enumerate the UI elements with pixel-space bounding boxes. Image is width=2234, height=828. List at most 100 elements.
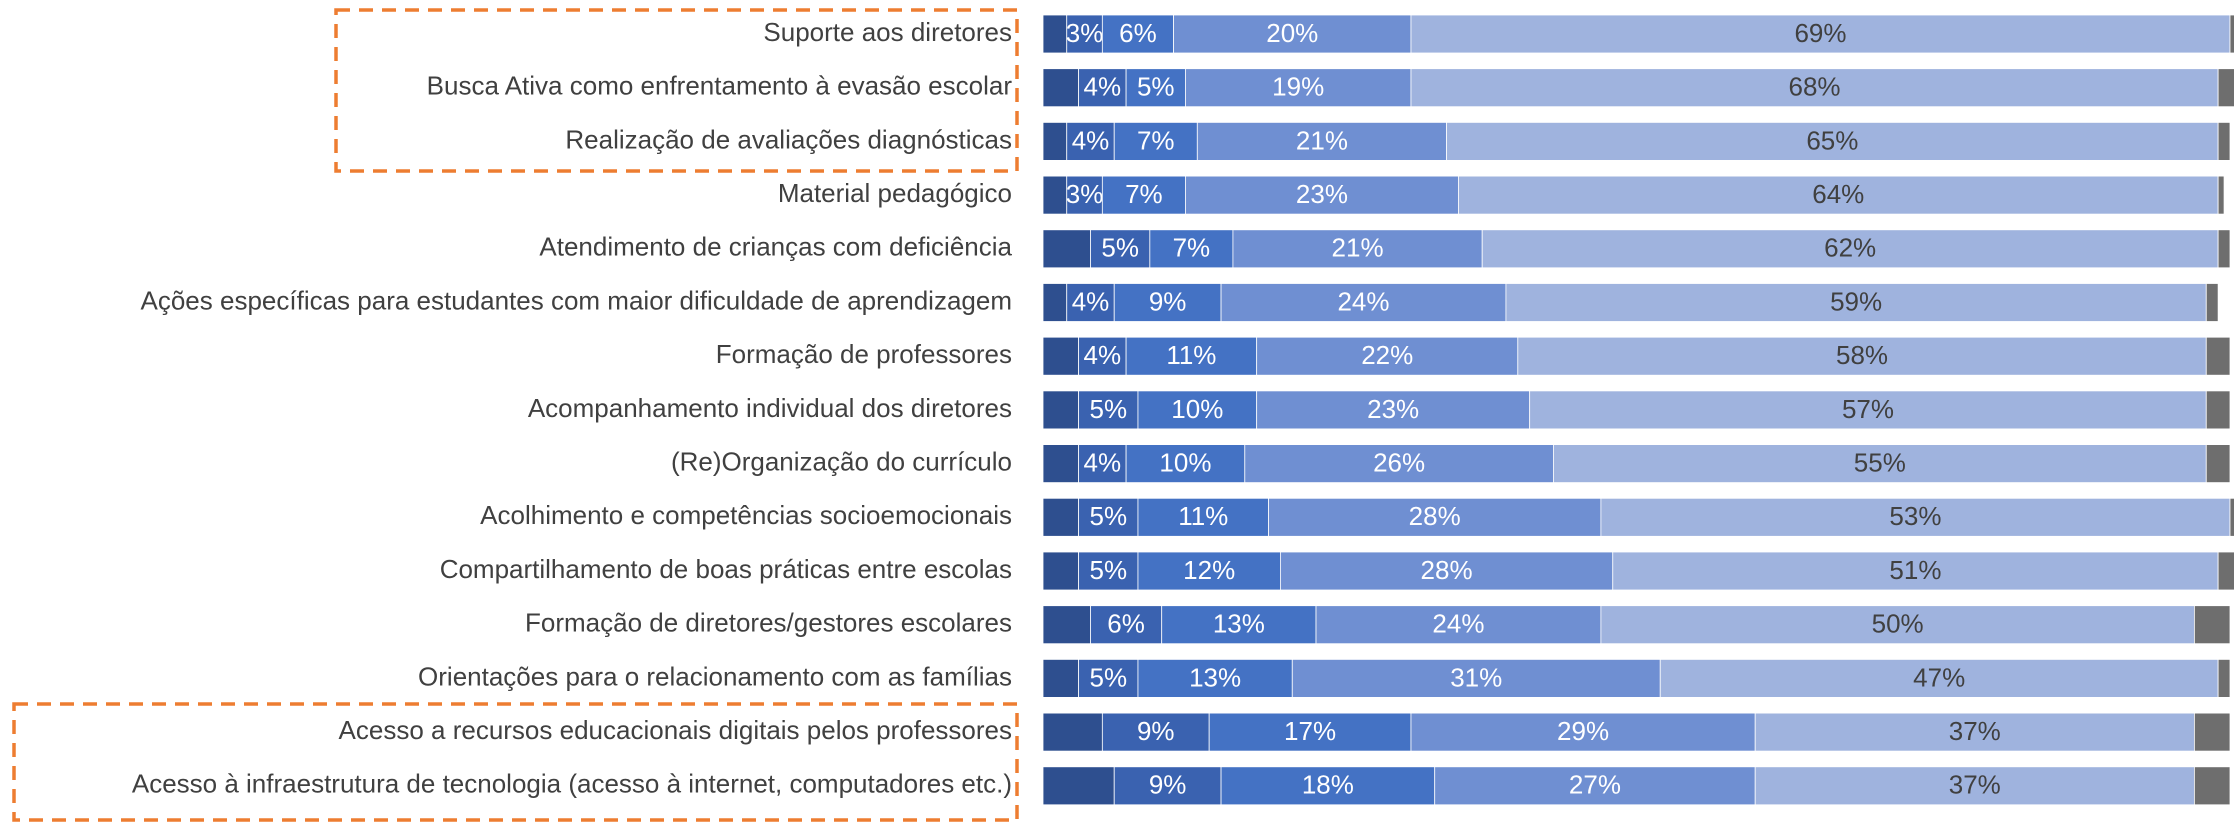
bar-segment [1125, 68, 1186, 108]
value-label: 11% [1166, 340, 1216, 370]
bar-segment [1078, 497, 1139, 537]
value-label: 5% [1089, 662, 1127, 692]
bar-segment [1137, 390, 1258, 430]
highlight-box [12, 702, 1019, 822]
value-label: 13% [1213, 609, 1265, 639]
bar-segment [1196, 122, 1447, 161]
bar-segment [1042, 283, 1068, 322]
bar-segment [2229, 497, 2234, 537]
bar-segment [1754, 712, 2195, 752]
bar-segment [1244, 444, 1554, 484]
bar-segment [1137, 551, 1281, 591]
value-label: 3% [1066, 18, 1104, 48]
category-label: Formação de diretores/gestores escolares [525, 608, 1012, 638]
bar-segment [1042, 175, 1068, 215]
category-label: Suporte aos diretores [763, 17, 1012, 47]
value-label: 53% [1889, 501, 1941, 531]
bar-segment [1101, 175, 1186, 215]
value-label: 51% [1889, 555, 1941, 585]
bar-segment [1125, 336, 1258, 376]
bar-segment [1066, 14, 1103, 54]
bar-segment [1042, 68, 1080, 108]
value-label: 18% [1302, 770, 1354, 800]
bar-segment [1410, 14, 2231, 54]
bar-segment [1042, 551, 1080, 591]
bar-segment [2217, 551, 2234, 591]
bar-segment [1042, 14, 1068, 54]
bar-segment [1612, 551, 2219, 591]
bar-segment [2217, 659, 2231, 698]
category-label: Orientações para o relacionamento com as… [418, 661, 1012, 691]
bar-segment [1101, 712, 1210, 752]
value-label: 65% [1806, 125, 1858, 155]
bar-segment [1090, 605, 1163, 645]
bar-segment [1078, 551, 1139, 591]
value-label: 24% [1337, 286, 1389, 316]
bar-segment [1517, 336, 2207, 376]
bar-segment [1256, 390, 1531, 430]
bar-segment [1220, 283, 1507, 322]
bar-segment [1185, 68, 1412, 108]
value-label: 3% [1066, 179, 1104, 209]
bar-segment [1042, 122, 1068, 161]
value-label: 21% [1296, 125, 1348, 155]
bar-segment [1078, 659, 1139, 698]
bar-segment [1208, 712, 1412, 752]
bar-segment [1481, 229, 2219, 269]
bar-segment [1256, 336, 1519, 376]
bar-segment [1600, 605, 2195, 645]
value-label: 11% [1178, 501, 1228, 531]
bar-segment [1113, 283, 1222, 322]
bar-segment [1042, 712, 1103, 752]
category-label: (Re)Organização do currículo [671, 446, 1012, 476]
bar-segment [2217, 122, 2231, 161]
bar-segment [1410, 68, 2219, 108]
bar-segment [1529, 390, 2207, 430]
bar-segment [1161, 605, 1317, 645]
bar-segment [1042, 336, 1080, 376]
value-label: 10% [1171, 394, 1223, 424]
bar-segment [2193, 605, 2231, 645]
bar-segment [1101, 14, 1174, 54]
bar-segment [1042, 390, 1080, 430]
bar-segment [1042, 605, 1091, 645]
category-label: Busca Ativa como enfrentamento à evasão … [427, 71, 1013, 101]
value-label: 5% [1137, 72, 1175, 102]
category-label: Material pedagógico [778, 178, 1012, 208]
bar-segment [2193, 712, 2231, 752]
value-label: 12% [1183, 555, 1235, 585]
bar-segment [2229, 14, 2234, 54]
value-label: 59% [1830, 286, 1882, 316]
category-label: Ações específicas para estudantes com ma… [141, 285, 1013, 315]
value-label: 20% [1266, 18, 1318, 48]
value-label: 9% [1137, 716, 1175, 746]
value-label: 5% [1089, 555, 1127, 585]
value-label: 57% [1842, 394, 1894, 424]
category-label: Acesso a recursos educacionais digitais … [339, 715, 1012, 745]
value-label: 7% [1137, 125, 1175, 155]
value-label: 50% [1872, 609, 1924, 639]
bar-segment [1185, 175, 1459, 215]
bar-segment [1220, 766, 1436, 806]
bar-segment [1446, 122, 2219, 161]
value-label: 62% [1824, 233, 1876, 263]
value-label: 69% [1794, 18, 1846, 48]
bar-segment [1090, 229, 1151, 269]
value-label: 21% [1332, 233, 1384, 263]
bar-segment [1078, 390, 1139, 430]
value-label: 23% [1296, 179, 1348, 209]
value-label: 13% [1189, 662, 1241, 692]
bar-segment [1042, 444, 1080, 484]
value-label: 17% [1284, 716, 1336, 746]
category-label: Acolhimento e competências socioemociona… [480, 500, 1012, 530]
bar-segment [2217, 229, 2231, 269]
value-label: 5% [1089, 394, 1127, 424]
bar-segment [1505, 283, 2207, 322]
bar-segment [1600, 497, 2231, 537]
value-label: 5% [1089, 501, 1127, 531]
value-label: 37% [1949, 716, 2001, 746]
value-label: 28% [1409, 501, 1461, 531]
value-label: 10% [1159, 447, 1211, 477]
value-label: 6% [1119, 18, 1157, 48]
